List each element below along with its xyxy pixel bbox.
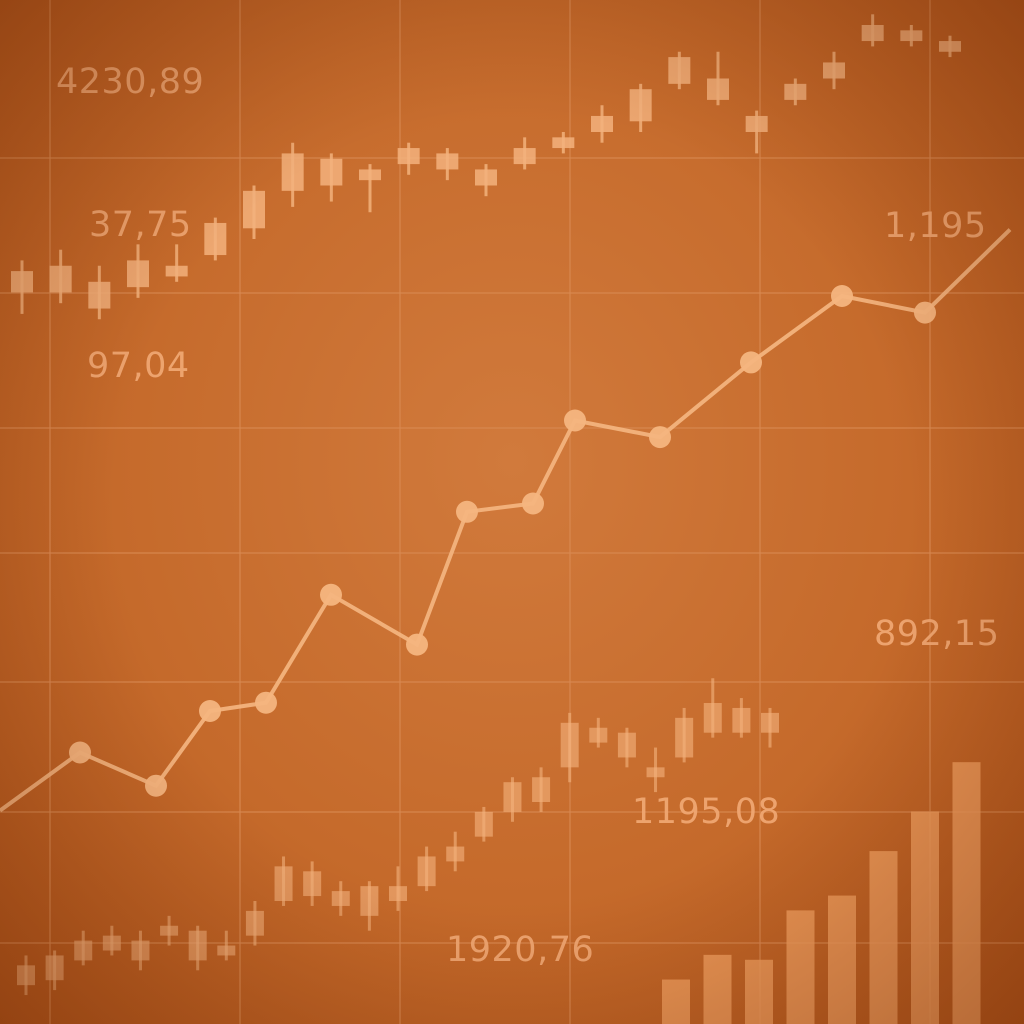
- candle-body: [745, 115, 768, 132]
- line-point: [69, 741, 91, 764]
- line-point: [914, 301, 936, 324]
- candle-body: [281, 153, 304, 191]
- candle-body: [900, 30, 923, 42]
- bar: [786, 910, 815, 1024]
- candle-body: [513, 148, 536, 165]
- candle-body: [823, 62, 845, 79]
- candle-body: [397, 148, 420, 165]
- candle-body: [88, 281, 111, 309]
- candle-body: [475, 169, 497, 186]
- candle-body: [165, 265, 188, 277]
- bar: [828, 895, 856, 1024]
- line-point: [406, 633, 428, 656]
- candle-body: [74, 940, 93, 961]
- value-label: 892,15: [874, 614, 1000, 654]
- candle-body: [45, 955, 64, 981]
- candle-body: [17, 965, 35, 986]
- candle-body: [629, 89, 652, 122]
- bar: [869, 851, 898, 1024]
- line-point: [564, 409, 586, 432]
- candle-body: [761, 712, 779, 733]
- bar: [745, 959, 773, 1024]
- candle-body: [861, 25, 884, 42]
- candle-body: [532, 777, 551, 802]
- candle-body: [503, 782, 522, 812]
- candle-body: [331, 891, 350, 906]
- candle-body: [274, 866, 293, 901]
- candle-body: [474, 811, 493, 837]
- candle-body: [217, 945, 236, 956]
- line-point: [649, 426, 671, 449]
- value-label: 4230,89: [56, 62, 205, 102]
- candle-body: [707, 78, 729, 100]
- line-series: [0, 228, 1012, 813]
- candle-body: [359, 169, 381, 181]
- value-label: 1920,76: [446, 930, 595, 970]
- candle-body: [245, 910, 264, 936]
- candle-body: [591, 115, 613, 132]
- candle-body: [102, 935, 121, 951]
- candle-body: [11, 271, 33, 293]
- value-label: 97,04: [87, 346, 190, 386]
- candle-body: [243, 190, 265, 229]
- bar: [662, 979, 690, 1024]
- candle-body: [732, 707, 751, 733]
- candle-body: [436, 153, 459, 170]
- candle-body: [127, 260, 149, 288]
- candle-body: [589, 727, 608, 743]
- candle-body: [160, 925, 179, 936]
- candle-body: [617, 732, 636, 758]
- candle-body: [360, 886, 379, 916]
- line-point: [831, 285, 853, 307]
- bar: [703, 954, 732, 1024]
- candle-body: [188, 930, 207, 961]
- candle-body: [131, 940, 150, 961]
- value-label: 1195,08: [632, 792, 781, 832]
- line-point: [145, 774, 167, 797]
- line-point: [740, 351, 762, 374]
- bar: [911, 811, 939, 1024]
- candle-body: [204, 222, 227, 256]
- line-point: [522, 492, 544, 515]
- candle-body: [703, 703, 722, 733]
- candle-body: [560, 722, 579, 768]
- candle-body: [446, 846, 465, 862]
- value-label: 1,195: [884, 206, 987, 246]
- candle-body: [552, 137, 575, 149]
- bar: [952, 762, 981, 1024]
- candle-body: [939, 41, 961, 52]
- candle-body: [417, 856, 436, 887]
- candle-body: [675, 717, 694, 758]
- candle-body: [49, 265, 72, 293]
- line-point: [199, 700, 221, 722]
- value-label: 37,75: [89, 205, 192, 245]
- candle-body: [668, 57, 691, 84]
- candle-body: [303, 871, 322, 897]
- candle-body: [320, 158, 343, 186]
- candle-body: [389, 886, 407, 901]
- candle-body: [784, 83, 807, 100]
- line-point: [255, 691, 277, 714]
- line-point: [320, 583, 342, 606]
- candle-body: [646, 767, 665, 778]
- line-point: [456, 500, 478, 523]
